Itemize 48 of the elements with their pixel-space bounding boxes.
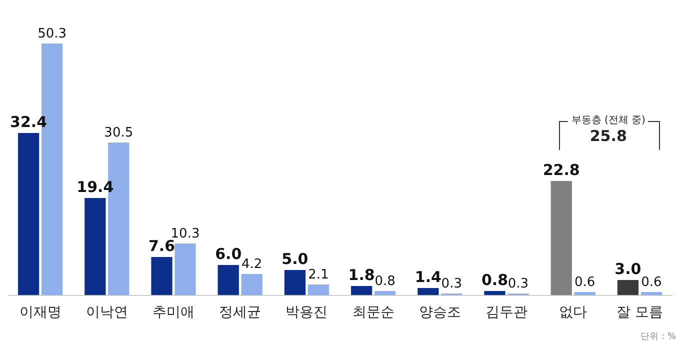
data-label: 0.8 <box>481 271 508 289</box>
bar <box>308 284 330 295</box>
data-label: 3.0 <box>614 260 642 278</box>
data-label: 0.6 <box>641 275 662 290</box>
data-label: 2.1 <box>308 268 329 282</box>
data-label: 6.0 <box>215 245 242 263</box>
x-tick-label: 이낙연 <box>86 304 128 320</box>
data-label: 7.6 <box>148 237 176 255</box>
data-label: 1.4 <box>414 268 442 286</box>
bar <box>550 181 572 295</box>
text: 단위 : % <box>640 331 676 343</box>
bar <box>350 286 372 295</box>
data-label: 30.5 <box>104 126 134 140</box>
x-tick-label: 없다 <box>559 304 588 320</box>
bar <box>284 270 306 295</box>
x-tick-label: 최문순 <box>352 304 394 320</box>
annotation: 25.8 <box>588 127 628 145</box>
data-label: 1.8 <box>348 266 375 284</box>
data-label: 0.8 <box>374 274 396 289</box>
x-tick-label: 양승조 <box>418 304 461 320</box>
data-label: 5.0 <box>282 250 308 268</box>
x-tick-label: 김두관 <box>486 304 528 320</box>
bar <box>418 288 439 295</box>
bar <box>574 292 596 295</box>
data-label: 22.8 <box>542 161 580 179</box>
x-tick-label: 이재명 <box>19 304 62 320</box>
bar <box>241 274 262 295</box>
bar <box>174 244 196 295</box>
data-label: 0.6 <box>574 275 596 290</box>
bar <box>151 257 172 295</box>
data-label: 0.3 <box>441 276 462 292</box>
x-tick-label: 추미애 <box>152 304 194 320</box>
bar <box>18 133 40 295</box>
annotation: 부동층 (전체 중) <box>568 115 648 126</box>
x-tick-label: 박용진 <box>286 304 328 320</box>
data-label: 50.3 <box>38 26 67 42</box>
bar <box>218 265 239 295</box>
x-tick-label: 정세균 <box>219 304 262 320</box>
x-tick-label: 잘 모름 <box>616 304 663 320</box>
data-label: 0.3 <box>508 276 529 292</box>
data-label: 32.4 <box>10 113 48 131</box>
data-label: 19.4 <box>76 178 114 196</box>
bar <box>640 292 662 295</box>
data-label: 4.2 <box>242 257 262 272</box>
bar <box>484 291 506 295</box>
bar <box>84 198 106 295</box>
bar <box>374 291 396 295</box>
bar <box>617 280 639 295</box>
